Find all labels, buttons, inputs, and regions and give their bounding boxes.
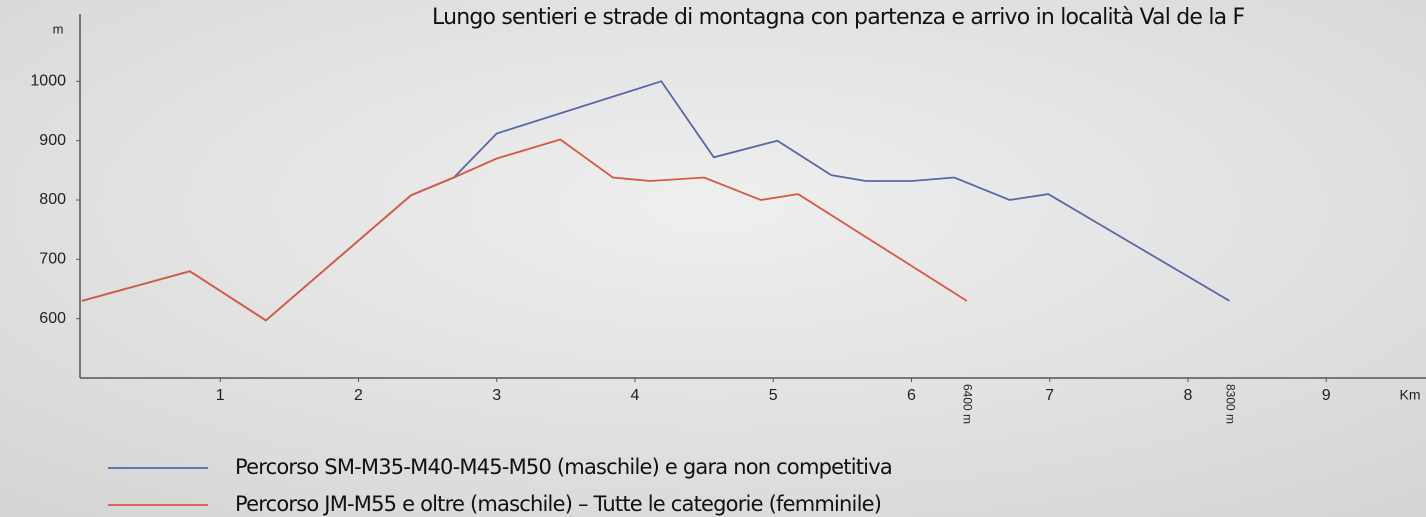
y-axis-label: m [53,21,64,36]
x-tick-label: 3 [492,387,501,404]
y-tick-label: 800 [39,191,66,208]
x-tick-label: 9 [1322,387,1331,404]
legend-label: Percorso JM-M55 e oltre (maschile) – Tut… [235,492,881,516]
x-tick-label: 2 [354,387,363,404]
chart-title: Lungo sentieri e strade di montagna con … [432,5,1245,30]
x-tick-label: 5 [769,387,778,404]
legend-label: Percorso SM-M35-M40-M45-M50 (maschile) e… [235,455,892,479]
x-tick-label: 8 [1184,387,1193,404]
distance-annotation: 6400 m [961,384,975,424]
x-axis-label: Km [1400,387,1421,403]
x-tick-label: 6 [907,387,916,404]
distance-annotation: 8300 m [1223,384,1237,424]
y-tick-label: 900 [39,132,66,149]
y-tick-label: 1000 [30,73,66,90]
y-tick-label: 600 [39,310,66,327]
y-tick-label: 700 [39,251,66,268]
x-tick-label: 7 [1045,387,1054,404]
x-tick-label: 4 [631,387,640,404]
x-tick-label: 1 [216,387,225,404]
elevation-line [81,138,968,322]
